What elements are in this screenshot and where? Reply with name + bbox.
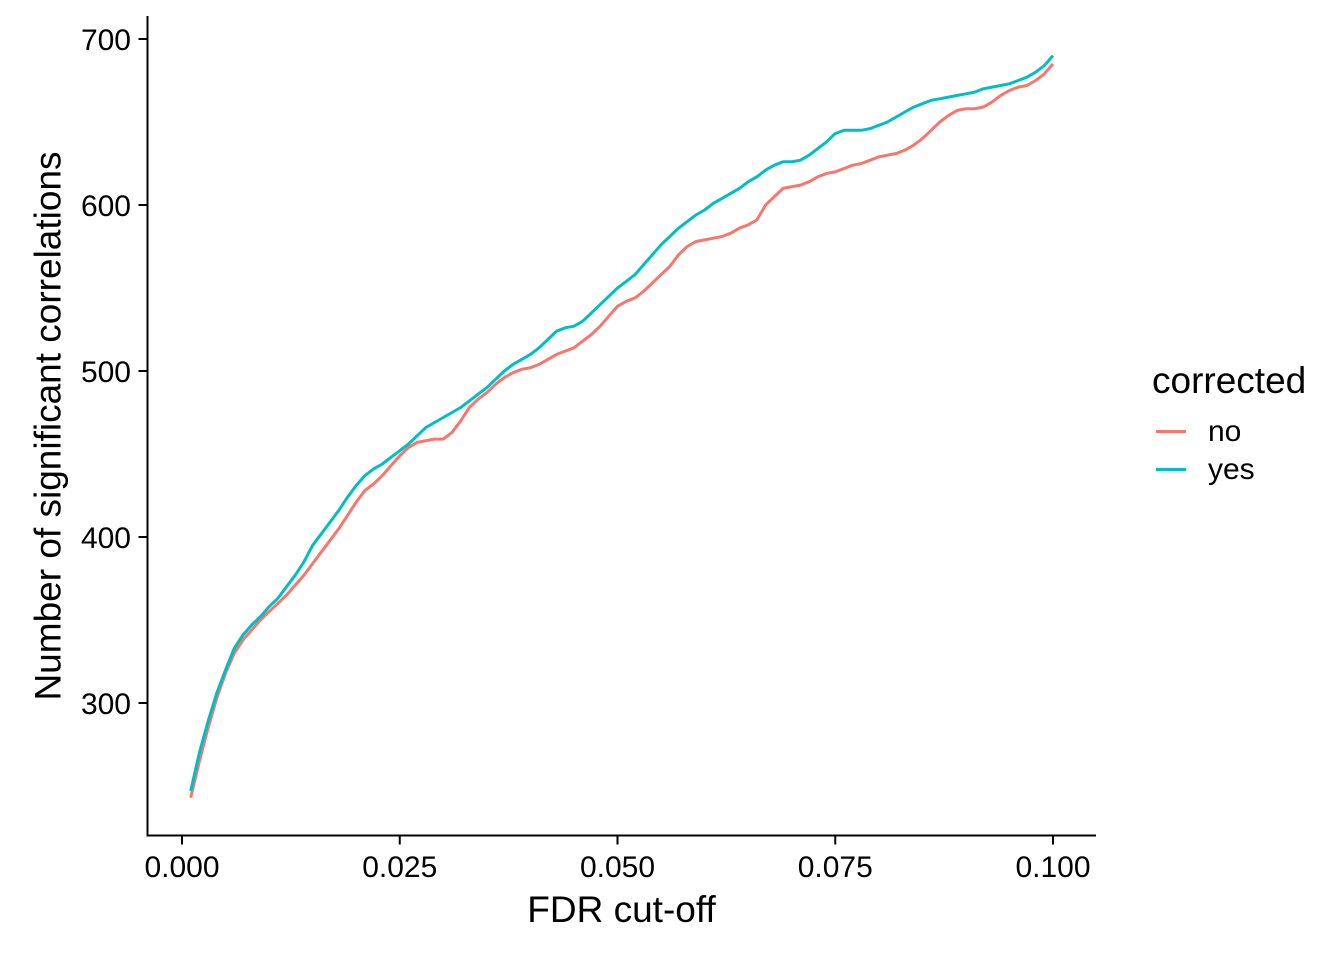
y-tick-label: 300 [81,688,131,721]
series-line-no [189,62,1055,798]
x-tick-label: 0.100 [1015,851,1090,884]
y-tick-label: 600 [81,190,131,223]
legend-title: corrected [1152,360,1307,401]
legend: corrected no yes [1152,360,1307,489]
legend-item-yes: yes [1152,451,1306,489]
legend-label-no: no [1208,414,1242,448]
x-tick-label: 0.050 [580,851,655,884]
legend-key-yes [1156,468,1186,472]
series-line-yes [189,54,1055,792]
legend-key-no [1156,430,1186,434]
legend-items: no yes [1152,413,1306,489]
legend-item-no: no [1152,413,1306,451]
y-tick-label: 500 [81,356,131,389]
y-tick-label: 700 [81,24,131,57]
y-axis-title: Number of significant correlations [27,151,69,701]
x-tick-label: 0.075 [798,851,873,884]
legend-label-yes: yes [1208,452,1255,486]
x-tick-label: 0.000 [144,851,219,884]
x-tick-label: 0.025 [362,851,437,884]
y-tick-label: 400 [81,522,131,555]
x-axis-title: FDR cut-off [527,889,716,930]
